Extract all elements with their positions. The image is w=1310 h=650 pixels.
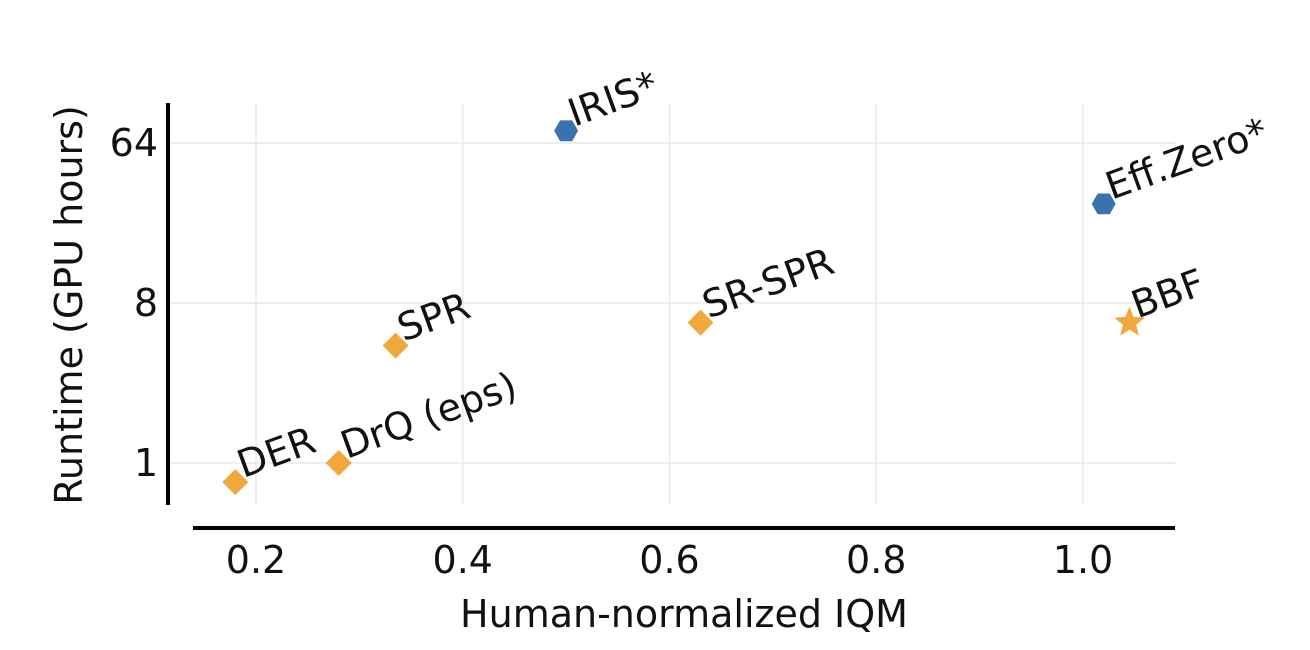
point-label-der: DER: [231, 418, 321, 487]
point-label-drq-eps: DrQ (eps): [335, 363, 523, 467]
y-tick-label: 64: [110, 121, 158, 165]
point-bbf: [1114, 306, 1145, 336]
point-label-sr-spr: SR-SPR: [697, 239, 840, 327]
point-label-iris: IRIS*: [562, 62, 663, 135]
data-points: [222, 120, 1145, 496]
x-tick-label: 0.4: [433, 538, 493, 582]
y-tick-label: 8: [134, 281, 158, 325]
point-sr-spr: [687, 309, 714, 336]
point-label-eff-zero: Eff.Zero*: [1100, 109, 1274, 208]
point-label-bbf: BBF: [1126, 260, 1211, 327]
x-tick-label: 1.0: [1053, 538, 1113, 582]
point-iris: [554, 120, 579, 142]
point-eff-zero: [1091, 193, 1116, 215]
point-der: [222, 469, 249, 496]
x-tick-label: 0.8: [846, 538, 906, 582]
point-spr: [382, 332, 409, 359]
point-drq-eps: [325, 450, 352, 476]
x-axis-title: Human-normalized IQM: [460, 592, 908, 636]
x-tick-label: 0.6: [639, 538, 699, 582]
grid: [168, 103, 1175, 505]
y-tick-label: 1: [134, 441, 158, 485]
y-axis-title: Runtime (GPU hours): [47, 105, 91, 505]
x-tick-labels: 0.2 0.4 0.6 0.8 1.0: [226, 538, 1113, 582]
x-tick-label: 0.2: [226, 538, 286, 582]
